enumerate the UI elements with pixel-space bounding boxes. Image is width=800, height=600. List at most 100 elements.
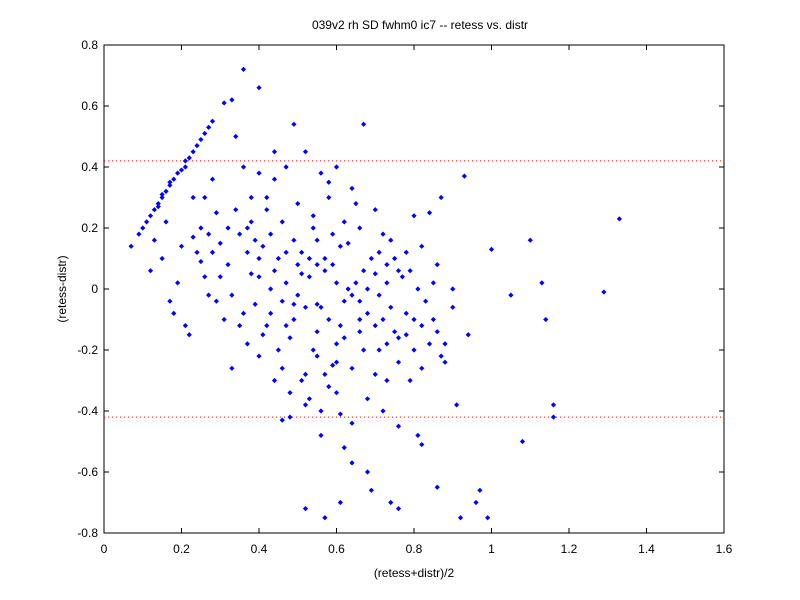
scatter-point bbox=[419, 243, 425, 249]
scatter-point bbox=[376, 292, 382, 298]
scatter-point bbox=[349, 365, 355, 371]
scatter-point bbox=[403, 310, 409, 316]
scatter-point bbox=[337, 499, 343, 506]
scatter-point bbox=[326, 316, 332, 323]
scatter-point bbox=[151, 207, 157, 213]
scatter-point bbox=[264, 194, 270, 201]
scatter-point bbox=[155, 204, 161, 210]
scatter-point bbox=[380, 316, 386, 323]
scatter-point bbox=[330, 231, 336, 237]
scatter-point bbox=[202, 274, 208, 280]
scatter-point bbox=[450, 304, 456, 310]
scatter-point bbox=[442, 341, 448, 347]
scatter-point bbox=[291, 121, 297, 127]
scatter-point bbox=[372, 207, 378, 213]
scatter-point bbox=[271, 176, 278, 182]
scatter-point bbox=[163, 188, 169, 194]
scatter-point bbox=[473, 499, 479, 506]
scatter-point bbox=[550, 414, 557, 420]
scatter-point bbox=[295, 201, 301, 207]
scatter-point bbox=[202, 194, 208, 201]
scatter-point bbox=[306, 274, 312, 280]
scatter-point bbox=[213, 298, 219, 304]
scatter-point bbox=[395, 335, 402, 341]
scatter-point bbox=[240, 310, 247, 316]
scatter-point bbox=[438, 194, 444, 201]
scatter-point bbox=[341, 298, 347, 304]
scatter-point bbox=[256, 170, 262, 176]
scatter-point bbox=[388, 304, 394, 310]
x-tick-label: 1.6 bbox=[716, 542, 733, 556]
scatter-point bbox=[182, 158, 188, 164]
scatter-point bbox=[333, 341, 340, 347]
scatter-point bbox=[302, 506, 309, 512]
scatter-point bbox=[271, 149, 278, 155]
scatter-point bbox=[318, 408, 324, 414]
scatter-point bbox=[333, 164, 340, 170]
x-tick-label: 0.6 bbox=[328, 542, 345, 556]
scatter-point bbox=[349, 185, 355, 191]
scatter-point bbox=[260, 243, 266, 249]
scatter-point bbox=[260, 332, 266, 338]
scatter-point bbox=[361, 268, 367, 274]
scatter-point bbox=[407, 377, 413, 384]
scatter-point bbox=[209, 176, 216, 182]
scatter-point bbox=[326, 194, 332, 201]
scatter-point bbox=[283, 164, 289, 170]
scatter-point bbox=[434, 329, 440, 335]
scatter-point bbox=[322, 371, 328, 377]
scatter-point bbox=[337, 323, 343, 329]
scatter-point bbox=[233, 133, 239, 140]
scatter-point bbox=[287, 414, 293, 420]
scatter-point bbox=[519, 438, 526, 445]
scatter-point bbox=[527, 237, 533, 243]
scatter-point bbox=[322, 268, 328, 274]
scatter-point bbox=[291, 316, 297, 323]
scatter-point bbox=[171, 310, 177, 316]
scatter-point bbox=[434, 484, 440, 490]
scatter-point bbox=[264, 323, 270, 329]
scatter-point bbox=[364, 396, 371, 402]
scatter-point bbox=[318, 170, 324, 176]
scatter-point bbox=[326, 384, 332, 390]
scatter-point bbox=[372, 271, 378, 277]
scatter-point bbox=[302, 371, 309, 377]
scatter-point bbox=[345, 240, 351, 246]
y-tick-label: 0 bbox=[91, 282, 98, 296]
scatter-point bbox=[322, 255, 328, 262]
scatter-point bbox=[333, 390, 340, 396]
scatter-point bbox=[206, 292, 212, 298]
scatter-point bbox=[457, 515, 464, 521]
y-axis-ticks: -0.8 -0.6 -0.4 -0.2 0 0.2 0.4 0.6 0.8 bbox=[77, 38, 724, 540]
y-tick-label: -0.8 bbox=[77, 526, 98, 540]
scatter-point bbox=[353, 201, 359, 207]
scatter-point bbox=[430, 280, 436, 286]
scatter-point bbox=[384, 377, 390, 384]
scatter-point bbox=[364, 310, 371, 316]
scatter-point bbox=[144, 219, 150, 225]
x-axis-ticks: 0 0.2 0.4 0.6 0.8 1 1.2 1.4 1.6 bbox=[101, 45, 733, 556]
scatter-point bbox=[248, 219, 254, 225]
scatter-point bbox=[198, 258, 204, 265]
scatter-point bbox=[454, 402, 460, 408]
scatter-point bbox=[248, 194, 254, 201]
scatter-point bbox=[256, 255, 262, 262]
scatter-point bbox=[275, 255, 281, 262]
scatter-point bbox=[372, 323, 378, 329]
scatter-point bbox=[256, 274, 262, 280]
scatter-point bbox=[550, 402, 557, 408]
scatter-point bbox=[488, 246, 495, 252]
scatter-point bbox=[361, 347, 367, 353]
scatter-point bbox=[279, 365, 285, 371]
scatter-point bbox=[364, 469, 371, 475]
scatter-point bbox=[190, 194, 196, 201]
scatter-point bbox=[264, 207, 270, 213]
scatter-point bbox=[430, 316, 436, 323]
scatter-point bbox=[240, 164, 247, 170]
scatter-point bbox=[295, 262, 301, 268]
scatter-point bbox=[283, 280, 289, 286]
scatter-point bbox=[539, 280, 545, 286]
scatter-point bbox=[252, 237, 258, 243]
scatter-point bbox=[357, 225, 363, 231]
